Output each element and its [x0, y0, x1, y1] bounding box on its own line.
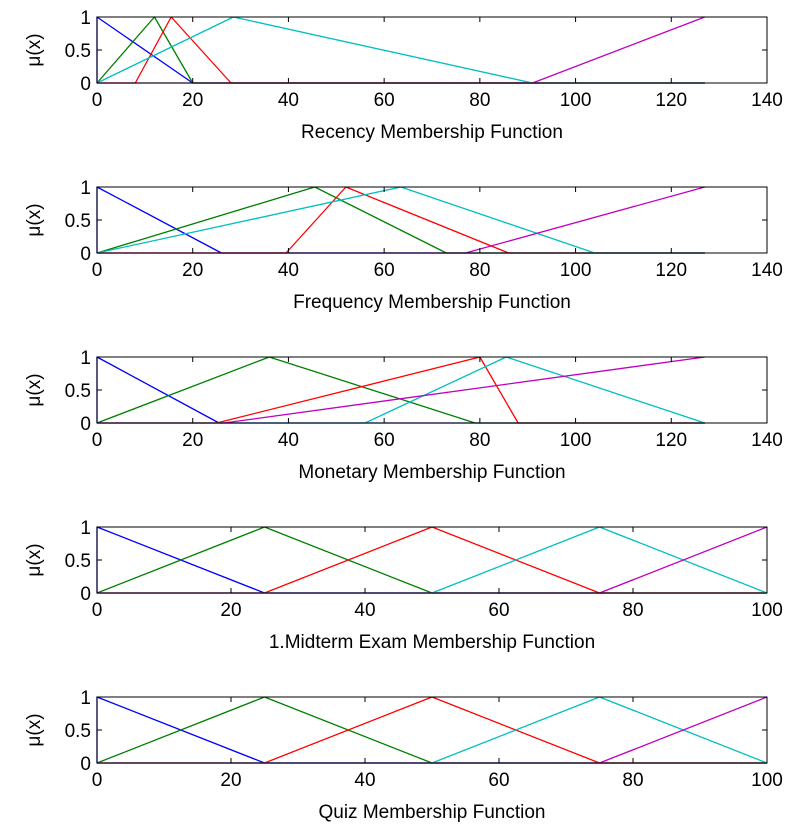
series-line-2	[96, 356, 705, 424]
x-tick-label: 120	[655, 260, 687, 281]
x-tick-label: 60	[488, 600, 509, 621]
x-tick-label: 0	[92, 260, 103, 281]
y-tick-label: 0.5	[65, 551, 91, 572]
x-tick-label: 0	[92, 770, 103, 791]
x-axis-title: Quiz Membership Function	[318, 802, 545, 823]
x-tick-label: 100	[751, 600, 783, 621]
y-axis-title: μ(x)	[24, 33, 45, 66]
x-tick-label: 80	[622, 600, 643, 621]
x-tick-label: 20	[182, 430, 203, 451]
series-line-1	[96, 356, 705, 424]
x-tick-label: 40	[354, 770, 375, 791]
y-tick-label: 1	[80, 518, 91, 539]
series-line-2	[96, 526, 767, 594]
series-line-4	[96, 186, 705, 254]
x-tick-label: 0	[92, 90, 103, 111]
y-tick-label: 0.5	[65, 41, 91, 62]
x-tick-label: 40	[278, 90, 299, 111]
series-line-2	[96, 696, 767, 764]
series-line-5	[97, 16, 706, 84]
series-line-1	[96, 696, 767, 764]
x-axis-title: 1.Midterm Exam Membership Function	[269, 632, 595, 653]
series-line-1	[96, 186, 705, 254]
x-tick-label: 80	[469, 430, 490, 451]
y-axis-title: μ(x)	[24, 373, 45, 406]
axes-box	[96, 16, 768, 84]
x-tick-label: 40	[354, 600, 375, 621]
x-tick-label: 20	[220, 770, 241, 791]
x-tick-label: 80	[469, 260, 490, 281]
x-tick-label: 20	[182, 90, 203, 111]
axes-box	[96, 356, 768, 424]
x-tick-label: 100	[560, 90, 592, 111]
series-line-3	[97, 16, 705, 84]
x-tick-label: 20	[182, 260, 203, 281]
x-tick-label: 120	[655, 90, 687, 111]
x-axis-title: Monetary Membership Function	[298, 462, 565, 483]
series-line-1	[96, 526, 767, 594]
series-line-5	[97, 186, 705, 254]
series-line-4	[96, 16, 705, 84]
y-tick-label: 0	[80, 244, 91, 265]
series-line-2	[96, 16, 705, 84]
series-line-3	[97, 186, 705, 254]
x-tick-label: 0	[92, 600, 103, 621]
axes-box	[96, 696, 768, 764]
y-tick-label: 1	[80, 348, 91, 369]
y-axis-title: μ(x)	[24, 543, 45, 576]
x-tick-label: 40	[278, 260, 299, 281]
x-tick-label: 140	[751, 260, 783, 281]
subplot-1: 0 20 40 60 80 100 120 140 0 0.5 1 Recency Membershi…	[24, 8, 783, 143]
series-line-3	[97, 526, 767, 594]
series-line-4	[97, 356, 705, 424]
series-line-4	[97, 696, 768, 764]
subplot-3: 0 20 40 60 80 100 120 140 0 0.5 1 Monetary Membersh…	[24, 348, 783, 483]
subplot-4: 0 20 40 60 80 100 0 0.5 1 1.Midterm Exam Membersh…	[24, 518, 783, 653]
x-tick-label: 120	[655, 430, 687, 451]
x-tick-label: 20	[220, 600, 241, 621]
axes-box	[96, 526, 768, 594]
y-tick-label: 0	[80, 754, 91, 775]
y-tick-label: 1	[80, 178, 91, 199]
x-tick-label: 140	[751, 430, 783, 451]
x-tick-label: 140	[751, 90, 783, 111]
x-tick-label: 80	[622, 770, 643, 791]
y-tick-label: 0.5	[65, 381, 91, 402]
series-line-5	[97, 356, 705, 424]
series-line-5	[97, 696, 768, 764]
x-axis-title: Recency Membership Function	[301, 122, 563, 143]
subplot-5: 0 20 40 60 80 100 0 0.5 1 Quiz Membership Functio…	[24, 688, 783, 823]
x-tick-label: 0	[92, 430, 103, 451]
y-tick-label: 1	[80, 688, 91, 709]
y-axis-title: μ(x)	[24, 713, 45, 746]
series-line-2	[96, 186, 705, 254]
y-tick-label: 1	[80, 8, 91, 29]
x-tick-label: 40	[278, 430, 299, 451]
x-tick-label: 100	[751, 770, 783, 791]
y-axis-title: μ(x)	[24, 203, 45, 236]
x-tick-label: 60	[374, 260, 395, 281]
series-line-1	[96, 16, 705, 84]
x-tick-label: 100	[560, 430, 592, 451]
y-tick-label: 0.5	[65, 721, 91, 742]
y-tick-label: 0.5	[65, 211, 91, 232]
x-tick-label: 60	[488, 770, 509, 791]
x-tick-label: 80	[469, 90, 490, 111]
series-line-3	[97, 696, 767, 764]
x-tick-label: 100	[560, 260, 592, 281]
series-line-4	[97, 526, 768, 594]
series-line-5	[97, 526, 768, 594]
x-tick-label: 60	[374, 90, 395, 111]
subplot-2: 0 20 40 60 80 100 120 140 0 0.5 1 Frequency Members…	[24, 178, 783, 313]
y-tick-label: 0	[80, 74, 91, 95]
y-tick-label: 0	[80, 414, 91, 435]
series-line-3	[97, 356, 705, 424]
x-axis-title: Frequency Membership Function	[293, 292, 571, 313]
x-tick-label: 60	[374, 430, 395, 451]
y-tick-label: 0	[80, 584, 91, 605]
